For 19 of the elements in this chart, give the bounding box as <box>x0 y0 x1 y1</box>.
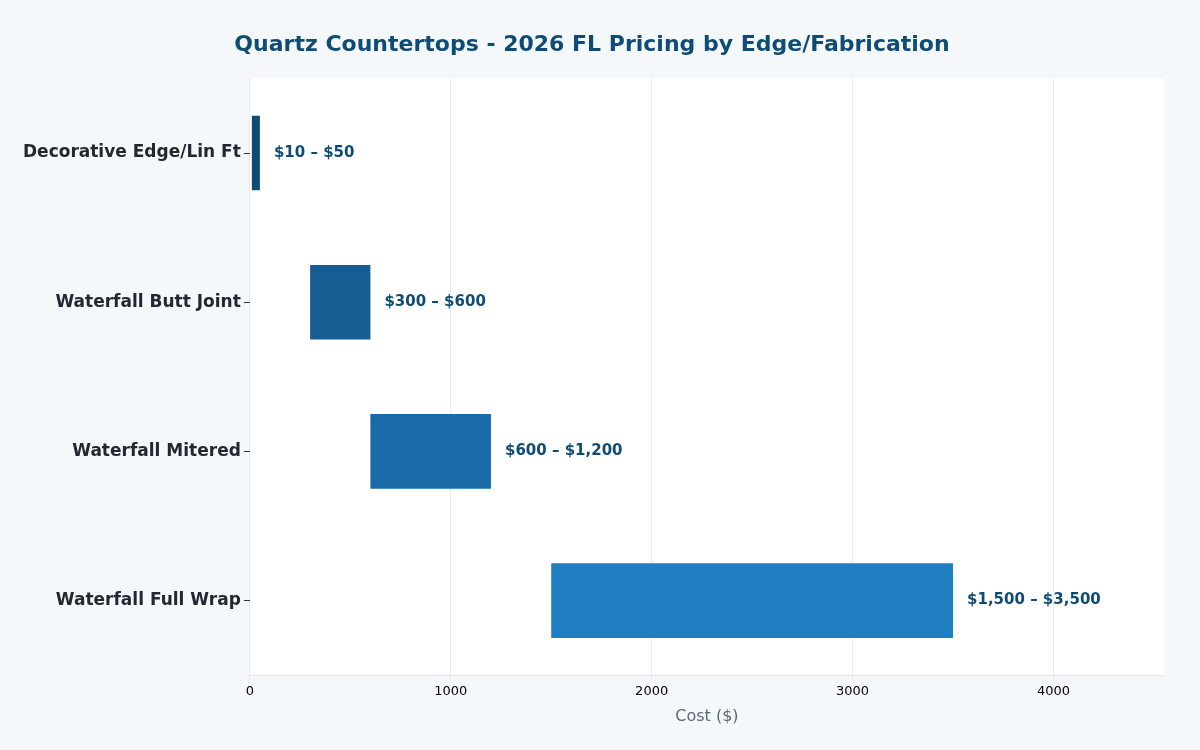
x-tick-label: 1000 <box>434 683 468 699</box>
bar <box>310 264 371 340</box>
annotation: $10 – $50 <box>273 142 355 161</box>
y-tick-label: Waterfall Mitered <box>72 439 241 460</box>
annotation: $300 – $600 <box>384 292 486 311</box>
x-tick-label: 0 <box>245 683 254 699</box>
bar <box>370 414 491 489</box>
chart-title: Quartz Countertops - 2026 FL Pricing by Edge/Fabrication <box>234 30 950 56</box>
bar <box>251 115 260 191</box>
annotation: $600 – $1,200 <box>504 441 623 460</box>
y-tick-label: Decorative Edge/Lin Ft <box>22 141 241 162</box>
x-axis-title: Cost ($) <box>675 705 739 725</box>
y-tick-label: Waterfall Butt Joint <box>55 290 241 311</box>
y-tick-label: Waterfall Full Wrap <box>55 589 241 610</box>
bar <box>551 563 954 638</box>
x-tick-label: 2000 <box>635 683 669 699</box>
x-tick-label: 4000 <box>1036 683 1071 699</box>
annotation: $1,500 – $3,500 <box>967 590 1101 609</box>
x-tick-label: 3000 <box>836 683 870 699</box>
